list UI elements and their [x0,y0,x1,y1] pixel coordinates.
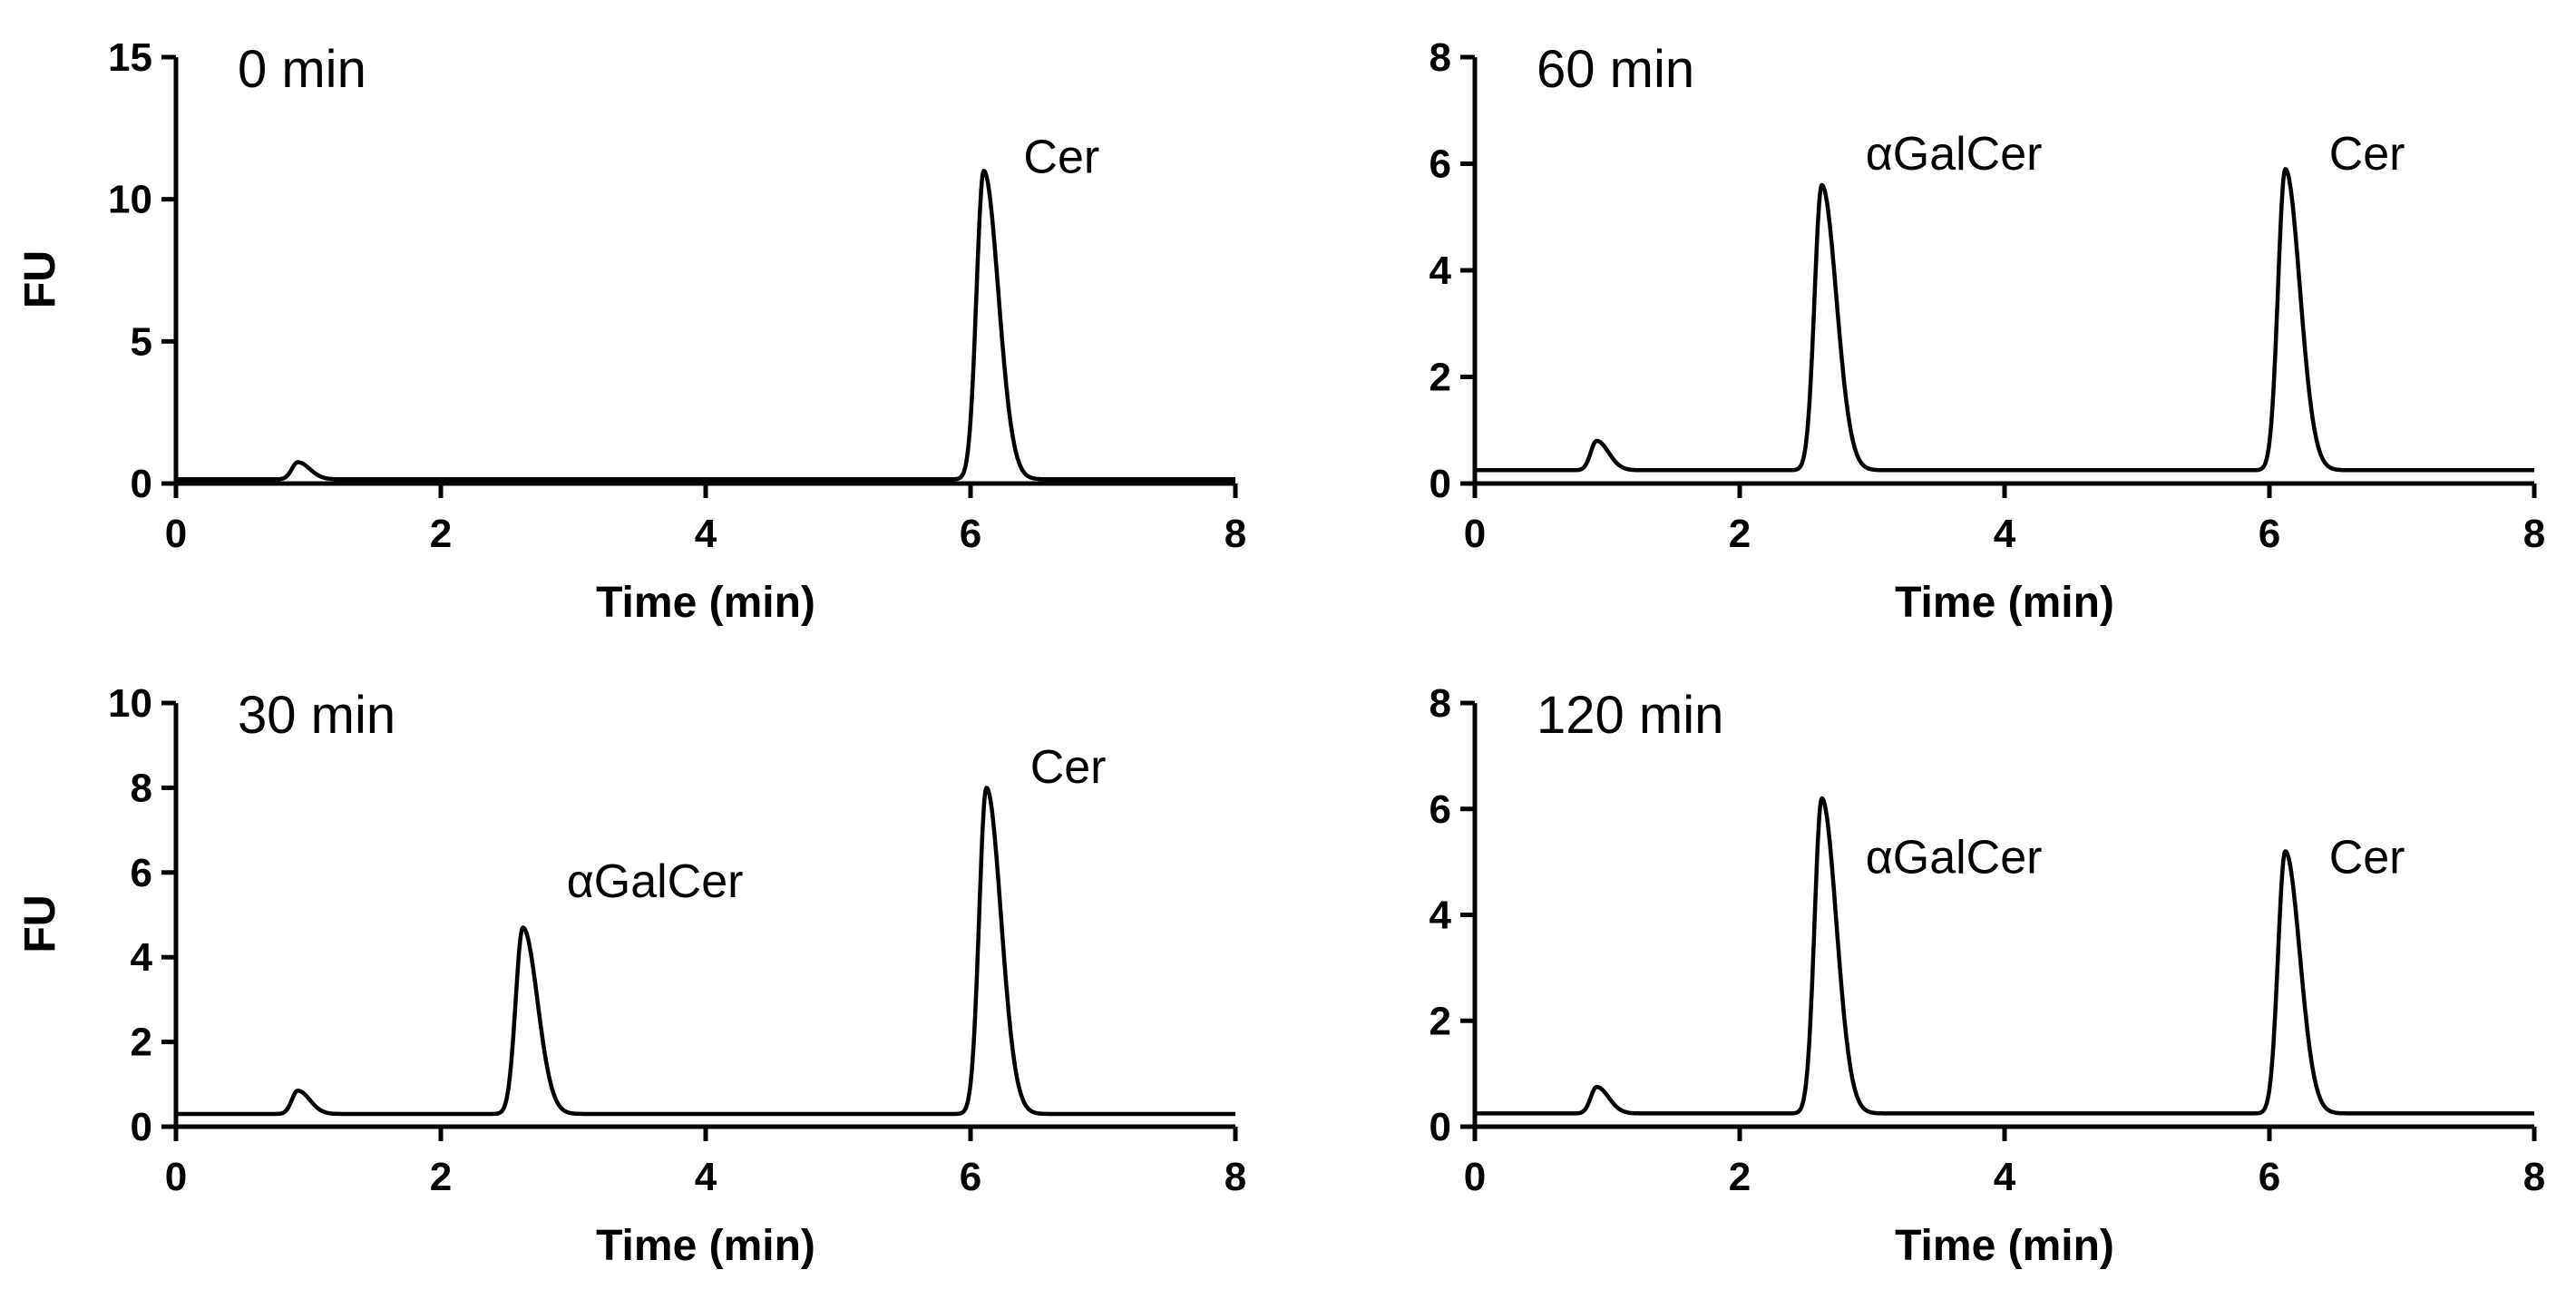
x-tick-label: 6 [2259,1155,2280,1199]
x-tick-label: 2 [1729,512,1751,556]
x-tick-label: 6 [960,1155,981,1199]
y-tick-label: 5 [131,319,152,364]
panel-title: 120 min [1537,686,1723,745]
chart-panel-2: 0 2 4 6 8 10 0 2 4 6 8 Time (min) FU 30 min αGalCer Cer [16,681,1246,1270]
y-tick-label: 2 [1429,356,1451,400]
peak-label: αGalCer [1866,831,2043,884]
y-tick-label: 6 [1429,142,1451,187]
chromatogram-trace [174,786,1237,1117]
y-axis-title: FU [16,250,64,308]
y-tick-label: 8 [131,766,152,810]
y-axis-title: FU [16,895,64,953]
x-axis-title: Time (min) [1895,579,2114,627]
x-tick-label: 8 [1225,512,1246,556]
x-tick-label: 0 [165,512,187,556]
chart-panel-3: 0 2 4 6 8 0 2 4 6 8 Time (min) FU 120 min αGalCer Cer [16,681,2545,1270]
y-axis-title: FU [16,250,64,308]
x-tick-label: 4 [695,512,717,556]
x-tick-label: 4 [695,1155,717,1199]
y-tick-label: 4 [1429,249,1452,293]
x-tick-label: 8 [1225,1155,1246,1199]
y-tick-label: 8 [1429,681,1451,726]
panel-title: 60 min [1537,40,1694,99]
peak-label: Cer [2329,128,2405,181]
y-tick-label: 15 [108,35,152,80]
x-axis-title: Time (min) [1895,1222,2114,1270]
x-tick-label: 6 [960,512,981,556]
peak-label: Cer [1023,132,1099,184]
y-tick-label: 0 [1429,462,1451,506]
panel-title: 30 min [238,686,395,745]
peak-label: αGalCer [567,855,744,908]
y-tick-label: 8 [1429,35,1451,80]
chromatogram-trace [1473,167,2536,473]
x-tick-label: 2 [430,1155,452,1199]
y-tick-label: 0 [131,1105,152,1149]
panel-title: 0 min [238,40,366,99]
x-tick-label: 0 [1464,512,1486,556]
y-tick-label: 0 [131,462,152,506]
y-tick-label: 0 [1429,1105,1451,1149]
chromatogram-trace [174,169,1237,482]
y-tick-label: 4 [131,935,153,980]
y-tick-label: 6 [1429,787,1451,832]
x-tick-label: 0 [1464,1155,1486,1199]
x-tick-label: 4 [1994,512,2016,556]
x-tick-label: 6 [2259,512,2280,556]
y-tick-label: 4 [1429,894,1452,938]
y-tick-label: 2 [1429,999,1451,1043]
x-tick-label: 4 [1994,1155,2016,1199]
y-tick-label: 10 [108,178,152,222]
y-axis-title: FU [16,895,64,953]
x-axis-title: Time (min) [596,579,815,627]
peak-label: Cer [1030,741,1107,794]
x-tick-label: 2 [1729,1155,1751,1199]
y-tick-label: 2 [131,1021,152,1065]
x-tick-label: 8 [2523,512,2545,556]
x-tick-label: 0 [165,1155,187,1199]
peak-label: Cer [2329,831,2405,884]
chromatogram-trace [1473,796,2536,1116]
peak-label: αGalCer [1866,128,2043,181]
chart-panel-0: 0 5 10 15 0 2 4 6 8 Time (min) FU 0 min Cer [16,35,1246,627]
y-tick-label: 10 [108,681,152,726]
x-axis-title: Time (min) [596,1222,815,1270]
x-tick-label: 2 [430,512,452,556]
y-tick-label: 6 [131,851,152,895]
x-tick-label: 8 [2523,1155,2545,1199]
